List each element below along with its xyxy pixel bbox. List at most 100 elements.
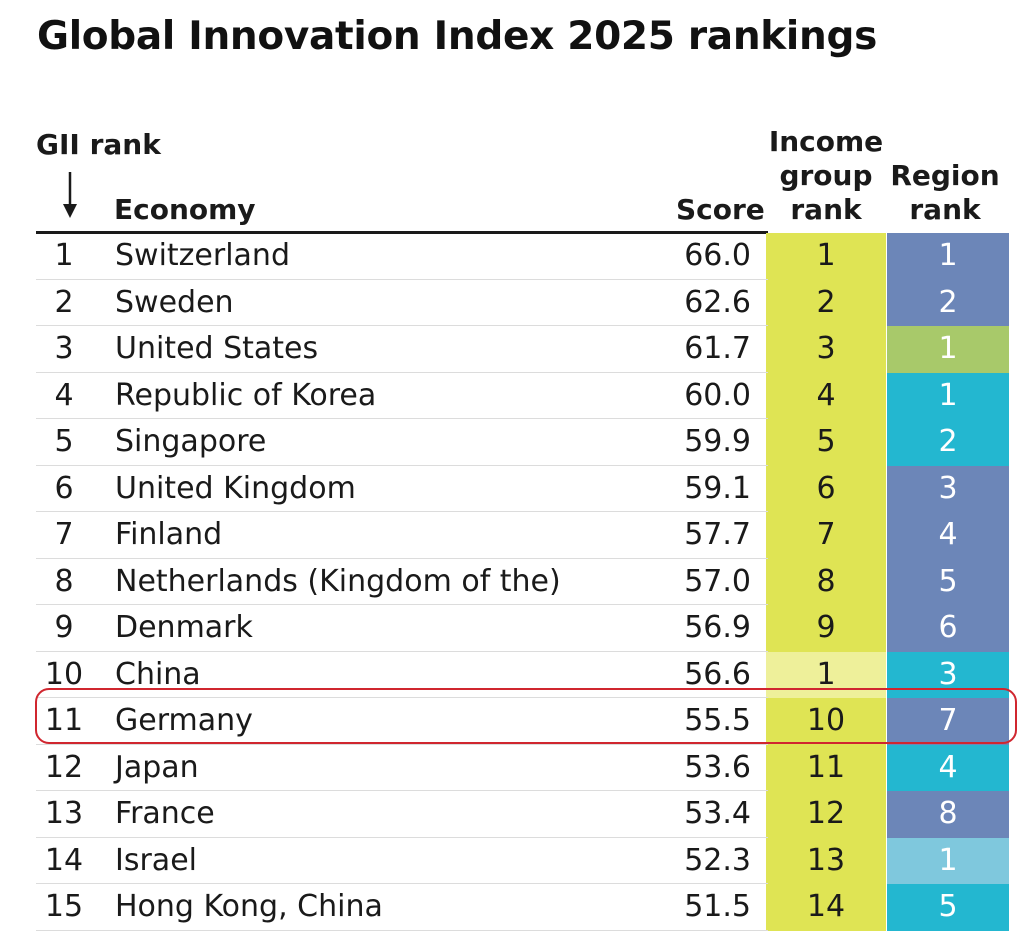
score-cell: 66.0 (684, 238, 751, 273)
income-group-rank-cell: 8 (766, 558, 886, 605)
header-score: Score (676, 193, 765, 226)
table-row: 1 Switzerland 66.0 1 1 (0, 233, 1024, 280)
score-cell: 55.5 (684, 703, 751, 738)
down-arrow-icon (63, 172, 77, 218)
gii-rank-cell: 6 (54, 470, 74, 506)
score-cell: 53.4 (684, 796, 751, 831)
gii-rank-cell: 1 (54, 238, 74, 273)
economy-cell: Germany (115, 703, 253, 738)
region-rank-cell: 4 (887, 512, 1009, 559)
score-cell: 51.5 (684, 889, 751, 924)
score-cell: 61.7 (684, 331, 751, 366)
gii-rank-cell: 15 (44, 889, 84, 924)
row-divider (36, 557, 768, 559)
table-row: 2 Sweden 62.6 2 2 (0, 279, 1024, 326)
gii-rank-cell: 5 (54, 424, 74, 459)
income-group-rank-cell: 12 (766, 791, 886, 838)
gii-rank-cell: 9 (54, 610, 74, 645)
region-rank-cell: 1 (887, 326, 1009, 373)
gii-rank-cell: 10 (44, 656, 84, 692)
score-cell: 53.6 (684, 749, 751, 785)
row-divider (36, 929, 768, 931)
row-divider (36, 836, 768, 838)
score-cell: 52.3 (684, 842, 751, 878)
gii-rank-cell: 3 (54, 331, 74, 366)
header-income-group-rank: Income group rank (766, 125, 886, 227)
table-row: 3 United States 61.7 3 1 (0, 326, 1024, 373)
row-divider (36, 511, 768, 512)
income-group-rank-cell: 11 (766, 744, 886, 791)
rankings-table-body: 1 Switzerland 66.0 1 1 2 Sweden 62.6 2 2 3 United S… (0, 233, 1024, 931)
economy-cell: France (115, 796, 215, 831)
economy-cell: Singapore (115, 424, 267, 459)
score-cell: 59.9 (684, 424, 751, 459)
income-group-rank-cell: 2 (766, 279, 886, 326)
region-rank-cell: 3 (887, 465, 1009, 512)
row-divider (36, 325, 768, 326)
table-row: 15 Hong Kong, China 51.5 14 5 (0, 884, 1024, 931)
score-cell: 60.0 (684, 377, 751, 413)
economy-cell: Hong Kong, China (115, 889, 383, 924)
gii-rank-cell: 2 (54, 284, 74, 320)
region-rank-cell: 1 (887, 372, 1009, 419)
chart-title: Global Innovation Index 2025 rankings (37, 14, 877, 59)
header-income-line2: group (779, 159, 873, 192)
income-group-rank-cell: 5 (766, 419, 886, 466)
economy-cell: Republic of Korea (115, 377, 377, 413)
income-group-rank-cell: 1 (766, 233, 886, 280)
header-economy: Economy (114, 193, 256, 226)
row-divider (36, 883, 768, 884)
economy-cell: Sweden (115, 284, 234, 320)
economy-cell: Israel (115, 842, 197, 878)
score-cell: 56.9 (684, 610, 751, 645)
income-group-rank-cell: 6 (766, 465, 886, 512)
income-group-rank-cell: 14 (766, 884, 886, 931)
income-group-rank-cell: 10 (766, 698, 886, 745)
row-divider (36, 371, 768, 373)
economy-cell: Finland (115, 517, 223, 552)
row-divider (36, 464, 768, 466)
region-rank-cell: 8 (887, 791, 1009, 838)
table-row: 6 United Kingdom 59.1 6 3 (0, 465, 1024, 512)
region-rank-cell: 1 (887, 233, 1009, 280)
table-row: 12 Japan 53.6 11 4 (0, 744, 1024, 791)
row-divider (36, 278, 768, 280)
region-rank-cell: 5 (887, 884, 1009, 931)
income-group-rank-cell: 7 (766, 512, 886, 559)
header-income-line1: Income (768, 125, 884, 158)
income-group-rank-cell: 4 (766, 372, 886, 419)
region-rank-cell: 6 (887, 605, 1009, 652)
row-divider (36, 697, 768, 698)
region-rank-cell: 5 (887, 558, 1009, 605)
table-row: 13 France 53.4 12 8 (0, 791, 1024, 838)
header-gii-rank: GII rank (36, 128, 161, 161)
header-region-line1: Region (890, 159, 1000, 192)
table-row: 5 Singapore 59.9 5 2 (0, 419, 1024, 466)
economy-cell: Denmark (115, 610, 253, 645)
score-cell: 56.6 (684, 656, 751, 692)
economy-cell: United States (115, 331, 319, 366)
region-rank-cell: 4 (887, 744, 1009, 791)
row-divider (36, 743, 768, 745)
gii-rank-cell: 11 (44, 703, 84, 738)
header-region-line2: rank (909, 193, 981, 226)
gii-rank-cell: 12 (44, 749, 84, 785)
economy-cell: China (115, 656, 201, 692)
gii-rank-cell: 4 (54, 377, 74, 413)
header-rule (36, 231, 768, 234)
region-rank-cell: 1 (887, 837, 1009, 884)
economy-cell: United Kingdom (115, 470, 356, 506)
row-divider (36, 418, 768, 419)
economy-cell: Switzerland (115, 238, 290, 273)
gii-rank-cell: 14 (44, 842, 84, 878)
table-row: 14 Israel 52.3 13 1 (0, 837, 1024, 884)
header-region-rank: Region rank (886, 159, 1004, 227)
score-cell: 57.7 (684, 517, 751, 552)
gii-rank-cell: 7 (54, 517, 74, 552)
region-rank-cell: 2 (887, 279, 1009, 326)
gii-rank-cell: 8 (54, 563, 74, 599)
table-row: 10 China 56.6 1 3 (0, 651, 1024, 698)
income-group-rank-cell: 3 (766, 326, 886, 373)
row-divider (36, 650, 768, 652)
region-rank-cell: 2 (887, 419, 1009, 466)
